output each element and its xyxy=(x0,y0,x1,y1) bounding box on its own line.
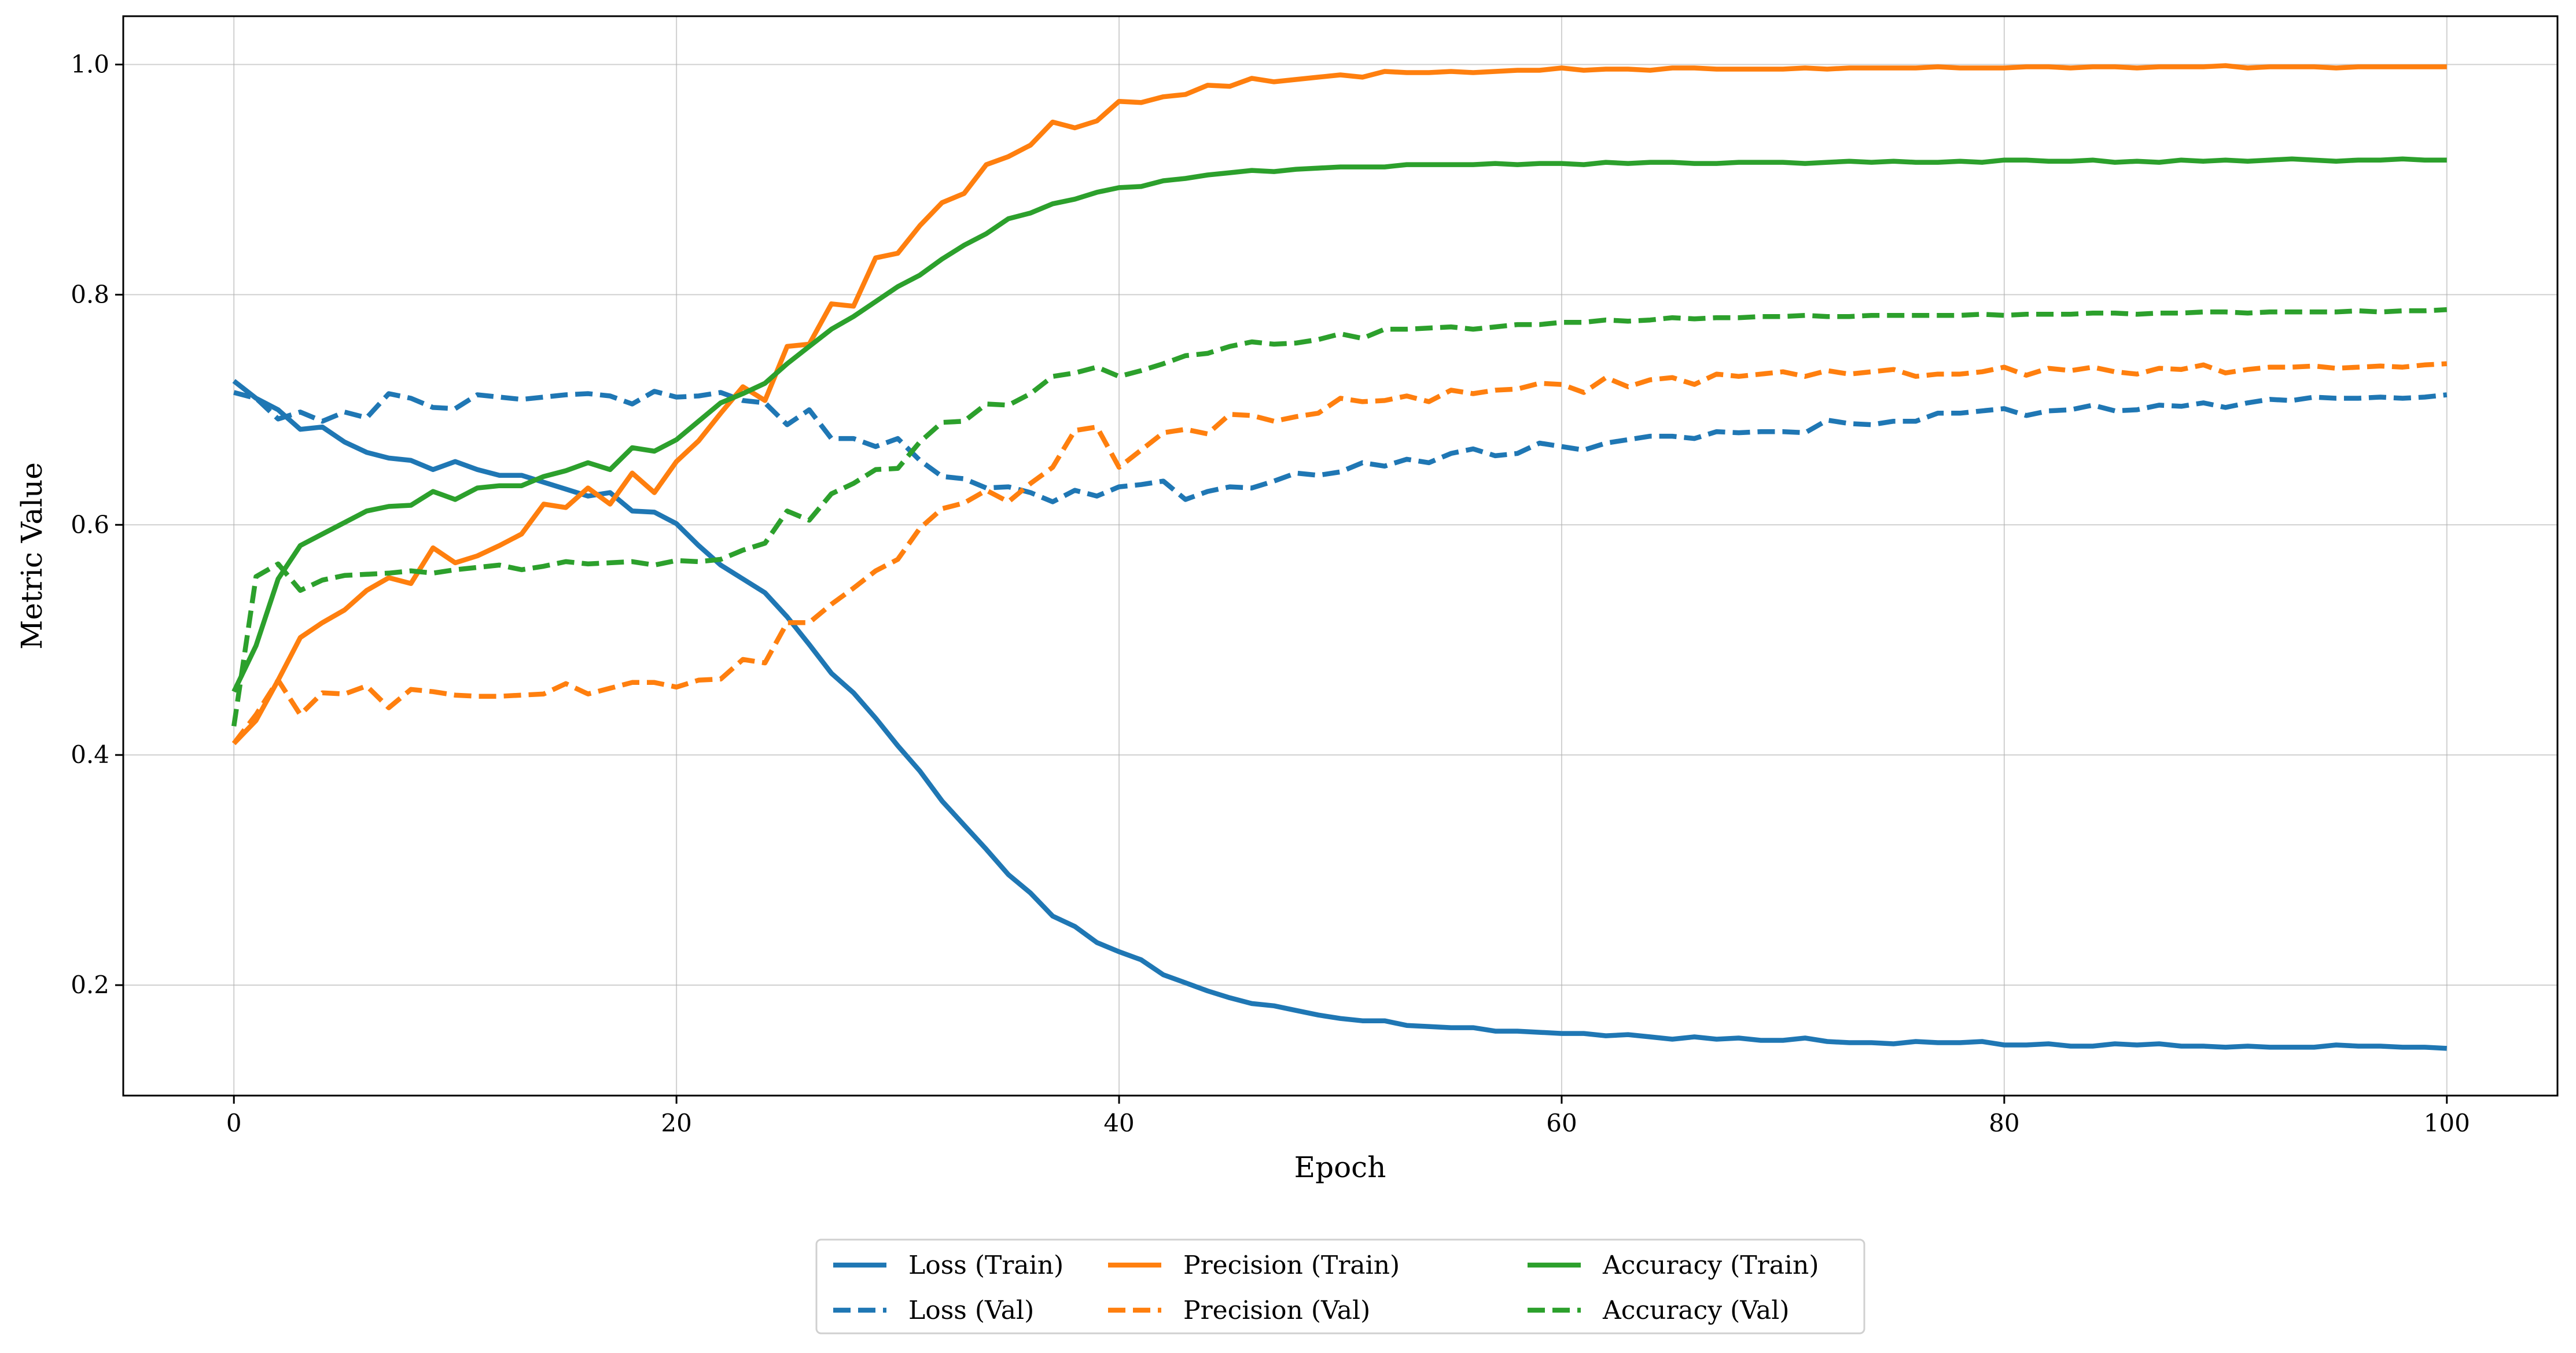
y-tick-label: 1.0 xyxy=(71,50,109,79)
series-line-loss-val xyxy=(233,389,2448,504)
series-lines xyxy=(231,63,2448,1051)
legend-label: Precision (Train) xyxy=(1183,1251,1400,1280)
grid xyxy=(123,16,2557,1096)
x-axis-label: Epoch xyxy=(1294,1151,1386,1184)
y-tick-label: 0.6 xyxy=(71,510,109,539)
legend-label: Loss (Train) xyxy=(908,1251,1063,1280)
legend-label: Loss (Val) xyxy=(908,1296,1034,1325)
legend-label: Precision (Val) xyxy=(1183,1296,1370,1325)
x-tick-label: 80 xyxy=(1989,1109,2019,1137)
legend-label: Accuracy (Val) xyxy=(1602,1296,1790,1325)
series-line-precision-val xyxy=(231,361,2448,745)
series-line-accuracy-val xyxy=(231,307,2448,727)
y-axis-label: Metric Value xyxy=(15,462,49,650)
legend-box xyxy=(815,1238,1865,1334)
series-line-accuracy-train xyxy=(231,156,2447,693)
ticks: 0 20 40 60 80 100 0.2 0.4 0.6 0.8 1.0 xyxy=(71,50,2470,1137)
y-tick-label: 0.2 xyxy=(71,971,109,999)
y-tick-label: 0.8 xyxy=(71,280,109,308)
series-line-loss-train xyxy=(232,379,2448,1051)
axes-frame xyxy=(122,15,2559,1097)
legend: Loss (Train) Loss (Val) Precision (Train) P… xyxy=(815,1238,1865,1334)
x-tick-label: 20 xyxy=(661,1109,691,1137)
x-tick-label: 100 xyxy=(2424,1109,2470,1137)
legend-label: Accuracy (Train) xyxy=(1602,1251,1819,1280)
x-tick-label: 0 xyxy=(226,1109,242,1137)
y-tick-label: 0.4 xyxy=(71,740,109,769)
x-tick-label: 40 xyxy=(1103,1109,1134,1137)
series-line-precision-train xyxy=(232,63,2447,746)
x-tick-label: 60 xyxy=(1546,1109,1577,1137)
